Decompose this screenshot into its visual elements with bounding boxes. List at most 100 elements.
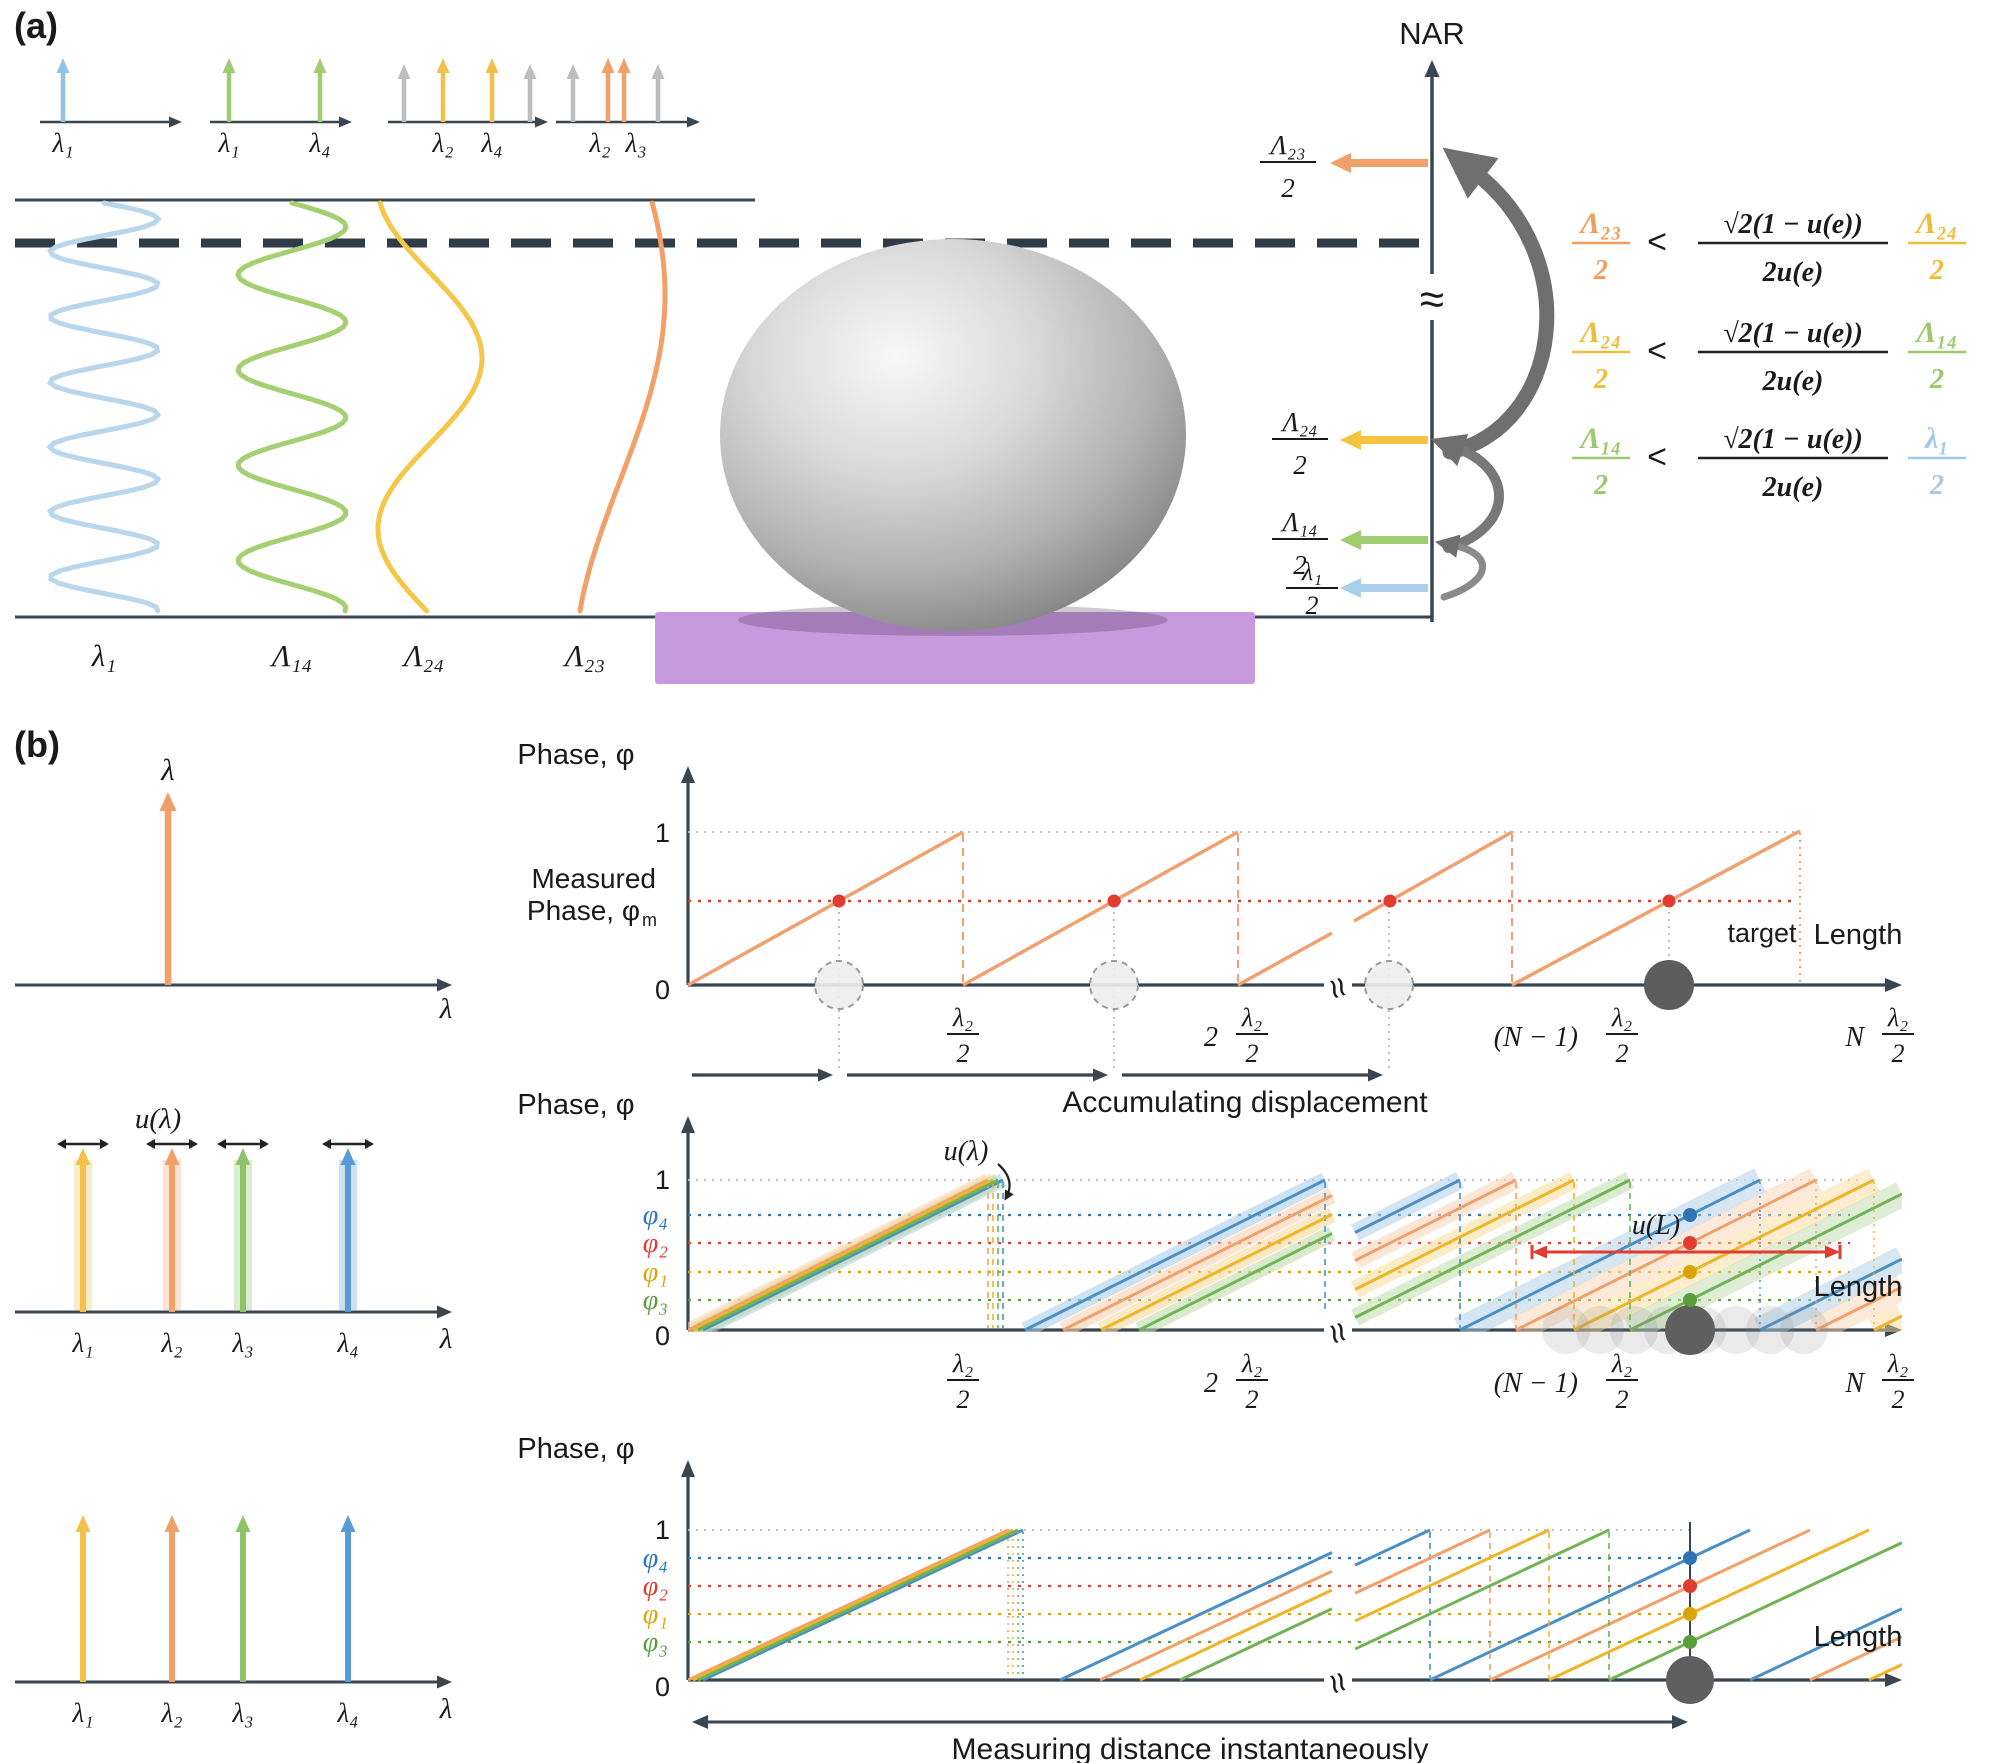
plot1-target-label: target bbox=[1727, 918, 1797, 948]
formula3-lhs-bot: 2 bbox=[1593, 470, 1608, 501]
nar-frac1-bot: 2 bbox=[1281, 173, 1295, 203]
plot2-axis-break-mask bbox=[1324, 1312, 1352, 1348]
plot1-xfrac3-pre: (N − 1) bbox=[1494, 1022, 1578, 1053]
formula2-rel: < bbox=[1647, 332, 1667, 370]
spec3-axis-label: λ bbox=[439, 1693, 453, 1725]
spectrum4-label-1: λ₂ bbox=[588, 128, 610, 158]
formula1-rel: < bbox=[1647, 223, 1667, 261]
plot2-xfrac3-top: λ₂ bbox=[1611, 1349, 1632, 1378]
spec3-peak1-label: λ₁ bbox=[71, 1698, 93, 1728]
wave-label-L23: Λ₂₃ bbox=[562, 638, 605, 673]
panel-a-text: (a) λ₁ λ₁ λ₄ λ₂ λ₄ λ₂ λ₃ λ₁ Λ₁₄ Λ₂₄ Λ₂₃ … bbox=[14, 5, 1966, 673]
formula1-rhs-bot: 2 bbox=[1929, 255, 1944, 286]
formula2-mid-top: √2(1 − u(e)) bbox=[1723, 318, 1863, 349]
plot2-phi2-label: φ₂ bbox=[643, 1228, 668, 1259]
plot2-xfrac2-pre: 2 bbox=[1204, 1368, 1218, 1399]
formula3-mid-top: √2(1 − u(e)) bbox=[1723, 424, 1863, 455]
plot2-xfrac2-top: λ₂ bbox=[1241, 1349, 1262, 1378]
plot1-measured-line1: Measured bbox=[531, 863, 656, 894]
wave-label-L14: Λ₁₄ bbox=[269, 638, 312, 673]
plot2-tick-zero: 0 bbox=[655, 1321, 670, 1351]
formula1-lhs-bot: 2 bbox=[1593, 255, 1608, 286]
plot2-uL-label: u(L) bbox=[1632, 1210, 1680, 1241]
nar-frac4-top: λ₁ bbox=[1301, 557, 1322, 586]
spectrum3-label-1: λ₂ bbox=[431, 128, 453, 158]
plot1-xfrac2-top: λ₂ bbox=[1241, 1003, 1262, 1032]
plot3-caption: Measuring distance instantaneously bbox=[952, 1733, 1429, 1763]
plot2-xfrac1-top: λ₂ bbox=[952, 1349, 973, 1378]
plot1-measured-sub: m bbox=[642, 910, 657, 930]
spectrum-four-uncertain bbox=[15, 1139, 452, 1319]
spec3-peak3-label: λ₃ bbox=[231, 1698, 253, 1728]
spec3-peak4-label: λ₄ bbox=[336, 1698, 358, 1728]
plot2-xfrac3-bot: 2 bbox=[1616, 1385, 1629, 1414]
panel-b-tag: (b) bbox=[14, 724, 60, 765]
formula1-rhs-top: Λ₂₄ bbox=[1915, 207, 1958, 240]
wave-label-L24: Λ₂₄ bbox=[401, 638, 444, 673]
plot3-tick-one: 1 bbox=[655, 1515, 670, 1545]
plot3-tick-zero: 0 bbox=[655, 1672, 670, 1702]
plot2-xfrac2-bot: 2 bbox=[1246, 1385, 1259, 1414]
plot3-xlabel: Length bbox=[1814, 1621, 1903, 1653]
formula2-mid-bot: 2u(e) bbox=[1762, 366, 1824, 397]
plot1-measured-line2: Phase, φ bbox=[527, 895, 640, 926]
spec2-peak3-label: λ₃ bbox=[231, 1328, 253, 1358]
plot-multiwavelength-uncertain bbox=[681, 1116, 1902, 1355]
panel-b-text: (b) λ λ u(λ) λ₁ λ₂ λ₃ λ₄ λ λ₁ λ₂ λ₃ λ₄ λ… bbox=[14, 724, 1914, 1763]
nar-frac2-bot: 2 bbox=[1293, 450, 1307, 480]
plot3-axis-break-mask bbox=[1324, 1662, 1352, 1698]
plot2-phi1-label: φ₁ bbox=[643, 1257, 668, 1288]
plot3-phi2-label: φ₂ bbox=[643, 1571, 668, 1602]
spec1-axis-label: λ bbox=[439, 993, 453, 1025]
plot-accumulating bbox=[681, 766, 1902, 1082]
plot2-phi3-label: φ₃ bbox=[643, 1285, 668, 1316]
spec2-peak1-label: λ₁ bbox=[71, 1328, 93, 1358]
spectrum3-label-2: λ₄ bbox=[480, 128, 502, 158]
plot1-tick-one: 1 bbox=[655, 818, 670, 848]
nar-frac3-top: Λ₁₄ bbox=[1279, 507, 1317, 537]
plot2-xfrac1-bot: 2 bbox=[957, 1385, 970, 1414]
spectrum-single bbox=[15, 792, 452, 992]
nar-frac4-bot: 2 bbox=[1306, 591, 1319, 620]
plot2-ulambda-label: u(λ) bbox=[944, 1136, 989, 1167]
plot1-tick-zero: 0 bbox=[655, 975, 670, 1005]
formula3-lhs-top: Λ₁₄ bbox=[1579, 422, 1622, 455]
plot2-xfrac4-top: λ₂ bbox=[1887, 1349, 1908, 1378]
wave-label-lambda1: λ₁ bbox=[91, 638, 116, 673]
plot1-xfrac4-pre: N bbox=[1844, 1022, 1865, 1053]
formula1-mid-bot: 2u(e) bbox=[1762, 257, 1824, 288]
nar-axis-break: ≈ bbox=[1420, 275, 1444, 324]
formula2-rhs-top: Λ₁₄ bbox=[1915, 316, 1958, 349]
spectrum4-label-2: λ₃ bbox=[624, 128, 646, 158]
spec2-uncertainty-label: u(λ) bbox=[135, 1103, 181, 1135]
spec2-peak2-label: λ₂ bbox=[160, 1328, 182, 1358]
formula1-mid-top: √2(1 − u(e)) bbox=[1723, 209, 1863, 240]
spectrum-four bbox=[15, 1515, 452, 1689]
plot3-phi4-label: φ₄ bbox=[643, 1543, 668, 1574]
spectrum1-label: λ₁ bbox=[51, 128, 73, 158]
plot1-xfrac3-top: λ₂ bbox=[1611, 1003, 1632, 1032]
plot1-xfrac2-pre: 2 bbox=[1204, 1022, 1218, 1053]
plot1-caption: Accumulating displacement bbox=[1062, 1086, 1428, 1119]
plot1-xlabel: Length bbox=[1814, 919, 1903, 951]
formula3-rhs-bot: 2 bbox=[1929, 470, 1944, 501]
formula2-lhs-top: Λ₂₄ bbox=[1579, 316, 1622, 349]
spec3-peak2-label: λ₂ bbox=[160, 1698, 182, 1728]
nar-axis-break-mask bbox=[1416, 274, 1448, 320]
plot2-phi4-label: φ₄ bbox=[643, 1200, 668, 1231]
plot2-xfrac3-pre: (N − 1) bbox=[1494, 1368, 1578, 1399]
plot2-xlabel: Length bbox=[1814, 1271, 1903, 1303]
formula3-rel: < bbox=[1647, 438, 1667, 476]
plot1-xfrac1-top: λ₂ bbox=[952, 1003, 973, 1032]
formula2-lhs-bot: 2 bbox=[1593, 364, 1608, 395]
target-sphere-group bbox=[655, 239, 1255, 684]
panel-a-tag: (a) bbox=[14, 5, 58, 46]
target-sphere bbox=[720, 239, 1186, 631]
formula3-mid-bot: 2u(e) bbox=[1762, 472, 1824, 503]
plot-instantaneous bbox=[681, 1460, 1902, 1729]
spec2-peak4-label: λ₄ bbox=[336, 1328, 358, 1358]
panel-a-spectra bbox=[40, 58, 700, 128]
plot1-xfrac3-bot: 2 bbox=[1616, 1039, 1629, 1068]
